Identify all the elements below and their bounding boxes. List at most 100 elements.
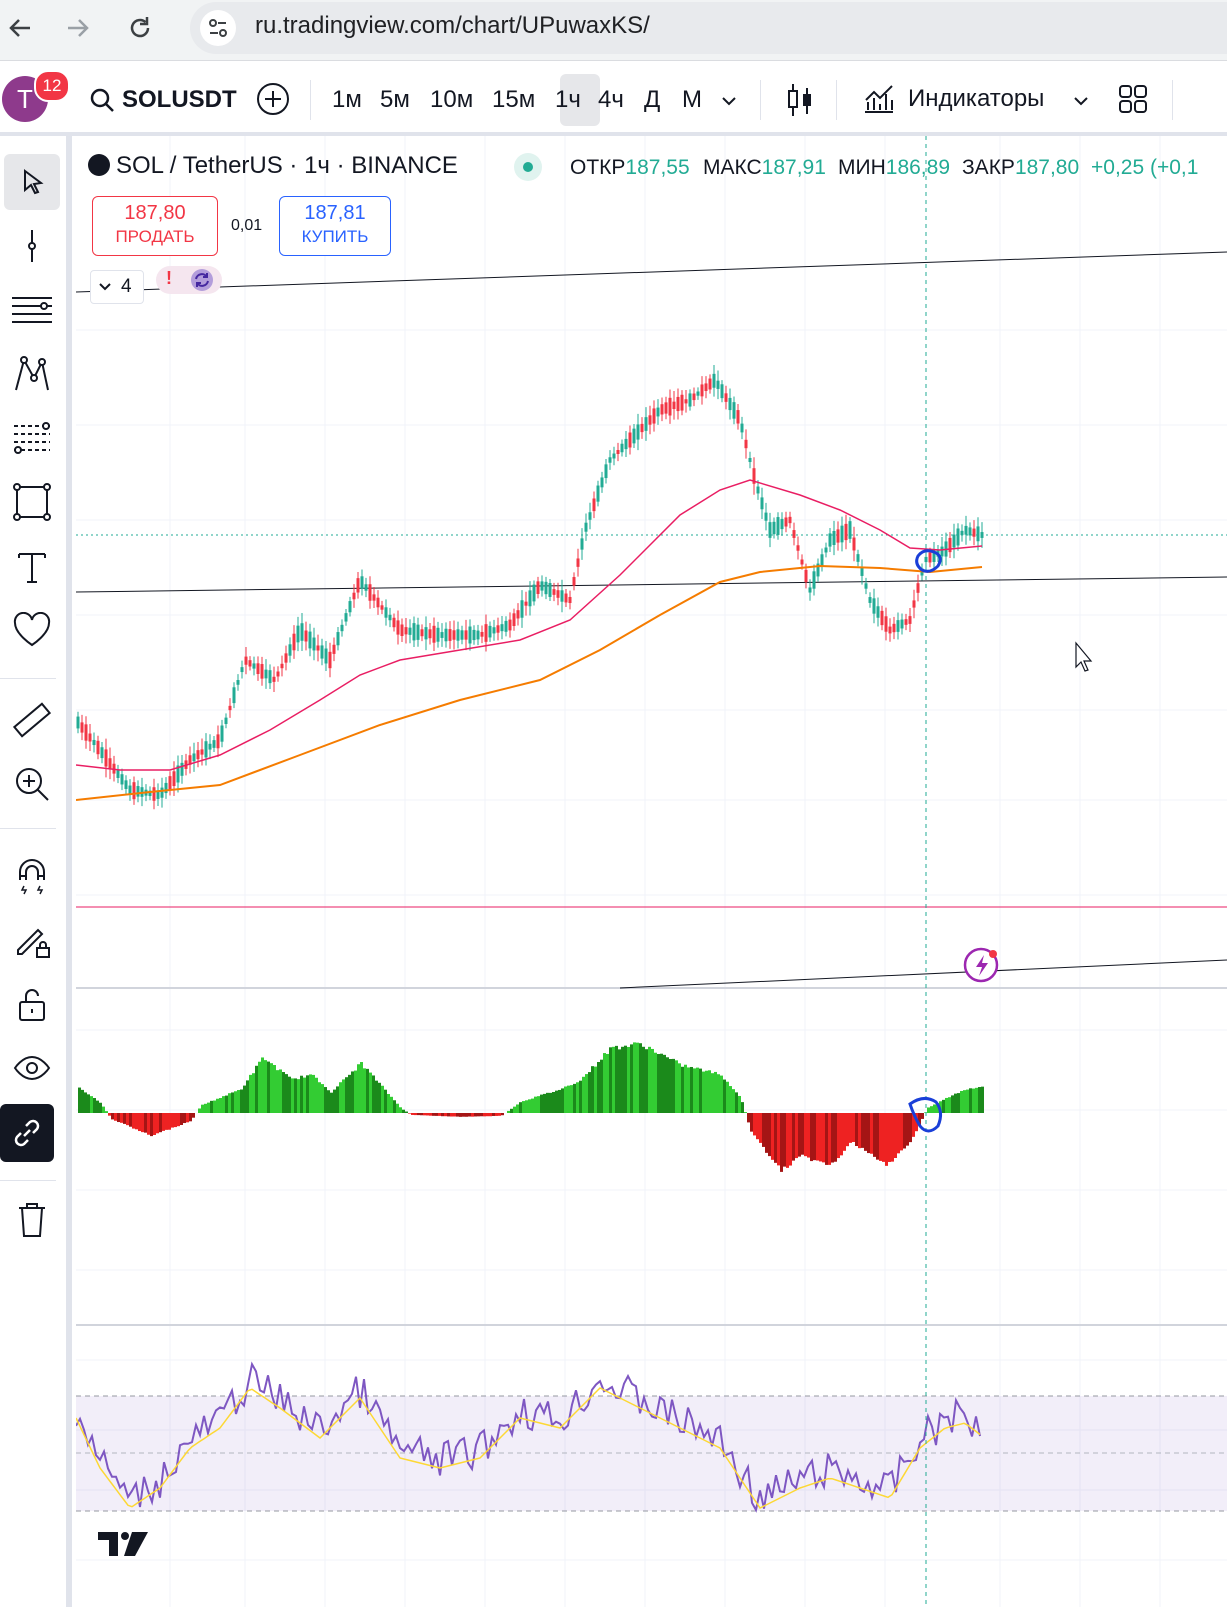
candle-body bbox=[428, 629, 432, 639]
favorites-tool[interactable] bbox=[4, 602, 60, 658]
site-settings-icon[interactable] bbox=[200, 10, 236, 46]
hide-drawings-tool[interactable] bbox=[4, 1040, 60, 1096]
chart-top-toolbar: T 12 SOLUSDT 1м 5м 10м 15м 1ч 4ч Д М Инд… bbox=[0, 66, 1227, 136]
candle-body bbox=[796, 545, 800, 551]
candle-body bbox=[76, 716, 80, 729]
forward-arrow-icon[interactable] bbox=[58, 8, 98, 48]
ruler-tool[interactable] bbox=[4, 692, 60, 748]
timeframe-10m[interactable]: 10м bbox=[430, 86, 474, 113]
histogram-bar bbox=[411, 1113, 414, 1115]
candle-body bbox=[200, 749, 204, 755]
histogram-bar bbox=[612, 1046, 615, 1113]
zoom-in-tool[interactable] bbox=[4, 756, 60, 812]
candle-body bbox=[904, 619, 908, 625]
cursor-tool[interactable] bbox=[4, 154, 60, 210]
candle-body bbox=[272, 676, 276, 682]
histogram-bar bbox=[723, 1079, 726, 1113]
symbol-search[interactable]: SOLUSDT bbox=[88, 84, 237, 116]
timeframe-dropdown[interactable] bbox=[718, 90, 740, 117]
timeframe-15m[interactable]: 15м bbox=[492, 86, 536, 113]
candle-body bbox=[680, 394, 684, 411]
sync-drawings-tool[interactable] bbox=[0, 1104, 54, 1162]
drawing-lock-tool[interactable] bbox=[4, 912, 60, 968]
histogram-bar bbox=[333, 1089, 336, 1113]
histogram-bar bbox=[531, 1098, 534, 1113]
candle-body bbox=[88, 733, 92, 742]
candle-body bbox=[92, 739, 96, 746]
indicators-dropdown[interactable] bbox=[1070, 90, 1092, 117]
candle-body bbox=[872, 598, 876, 614]
histogram-bar bbox=[684, 1064, 687, 1113]
remove-drawings-tool[interactable] bbox=[4, 1192, 60, 1248]
timeframe-d[interactable]: Д bbox=[644, 86, 661, 113]
momentum-histogram bbox=[78, 1042, 984, 1172]
url-text[interactable]: ru.tradingview.com/chart/UPuwaxKS/ bbox=[255, 12, 650, 39]
text-tool[interactable] bbox=[4, 538, 60, 594]
histogram-bar bbox=[918, 1113, 921, 1125]
trend-lines-tool[interactable] bbox=[4, 282, 60, 338]
candle-body bbox=[812, 571, 816, 589]
buy-button[interactable]: 187,81 КУПИТЬ bbox=[279, 196, 391, 256]
sell-button[interactable]: 187,80 ПРОДАТЬ bbox=[92, 196, 218, 256]
timeframe-1m[interactable]: 1м bbox=[332, 86, 362, 113]
histogram-bar bbox=[885, 1113, 888, 1166]
histogram-bar bbox=[99, 1102, 102, 1113]
indicators-collapse-button[interactable]: 4 bbox=[90, 270, 144, 304]
timeframe-1h[interactable]: 1ч bbox=[555, 86, 581, 113]
timeframe-m[interactable]: М bbox=[682, 86, 702, 113]
low-label: МИН bbox=[838, 156, 886, 179]
candle-body bbox=[204, 741, 208, 758]
candle-body bbox=[120, 774, 124, 785]
address-bar[interactable] bbox=[190, 2, 1227, 54]
histogram-bar bbox=[345, 1077, 348, 1113]
candle-body bbox=[660, 404, 664, 415]
reload-icon[interactable] bbox=[120, 8, 160, 48]
candle-body bbox=[192, 753, 196, 762]
histogram-bar bbox=[522, 1101, 525, 1113]
search-icon bbox=[90, 88, 114, 112]
candle-body bbox=[260, 664, 264, 679]
open-value: 187,55 bbox=[625, 156, 690, 179]
indicators-button[interactable]: Индикаторы bbox=[862, 82, 1044, 116]
histogram-bar bbox=[258, 1061, 261, 1113]
crosshair-line-tool[interactable] bbox=[4, 218, 60, 274]
histogram-bar bbox=[738, 1095, 741, 1113]
histogram-bar bbox=[663, 1054, 666, 1113]
market-status-dot[interactable] bbox=[514, 153, 542, 181]
histogram-bar bbox=[516, 1104, 519, 1113]
timeframe-4h[interactable]: 4ч bbox=[598, 86, 624, 113]
histogram-bar bbox=[219, 1098, 222, 1113]
histogram-bar bbox=[123, 1113, 126, 1124]
symbol-legend[interactable]: SOL / TetherUS · 1ч · BINANCE bbox=[88, 152, 458, 180]
histogram-bar bbox=[711, 1073, 714, 1113]
indicator-error-badge[interactable]: ! bbox=[156, 266, 222, 294]
active-timeframe-highlight bbox=[560, 74, 600, 126]
trend-line-upper bbox=[76, 251, 1227, 293]
histogram-bar bbox=[246, 1080, 249, 1113]
histogram-bar bbox=[174, 1113, 177, 1128]
histogram-bar bbox=[936, 1103, 939, 1113]
histogram-bar bbox=[261, 1057, 264, 1113]
chart-type-button[interactable] bbox=[784, 82, 816, 123]
rectangle-tool[interactable] bbox=[4, 474, 60, 530]
histogram-bar bbox=[417, 1113, 420, 1116]
layout-button[interactable] bbox=[1118, 84, 1148, 119]
histogram-bar bbox=[351, 1071, 354, 1113]
indicators-label: Индикаторы bbox=[908, 85, 1045, 112]
histogram-bar bbox=[624, 1045, 627, 1113]
spread-value: 0,01 bbox=[231, 217, 263, 234]
fib-tool[interactable] bbox=[4, 410, 60, 466]
compare-symbol-button[interactable] bbox=[256, 82, 290, 121]
pattern-tool[interactable] bbox=[4, 346, 60, 402]
back-arrow-icon[interactable] bbox=[0, 8, 40, 48]
timeframe-5m[interactable]: 5м bbox=[380, 86, 410, 113]
candle-body bbox=[588, 512, 592, 520]
chart-canvas[interactable] bbox=[76, 136, 1227, 1607]
candle-body bbox=[304, 630, 308, 642]
histogram-bar bbox=[732, 1089, 735, 1113]
histogram-bar bbox=[474, 1113, 477, 1117]
magnet-tool[interactable] bbox=[4, 848, 60, 904]
lock-all-tool[interactable] bbox=[4, 976, 60, 1032]
histogram-bar bbox=[270, 1063, 273, 1113]
histogram-bar bbox=[207, 1102, 210, 1113]
